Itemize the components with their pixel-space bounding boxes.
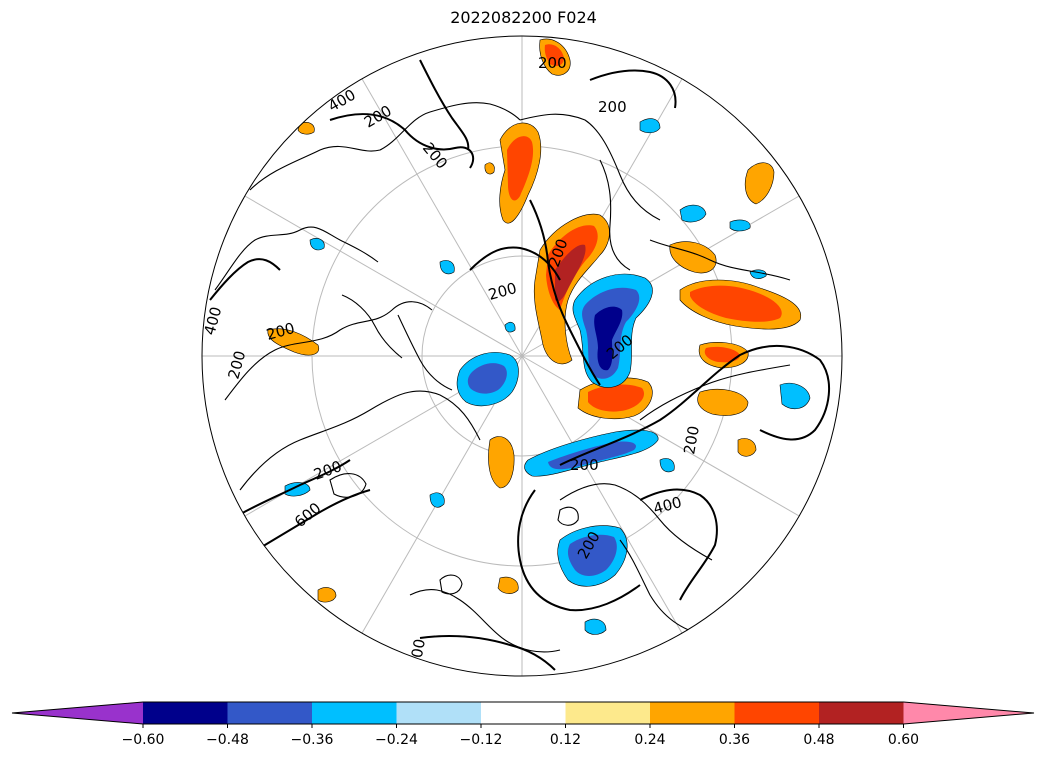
- contour-line: [589, 69, 677, 109]
- map-boundary: [201, 35, 843, 677]
- negative-anomaly-area: [567, 534, 617, 576]
- meridian-line: [521, 355, 814, 525]
- positive-anomaly-area: [484, 162, 495, 175]
- map-content: 400 200 200 200 200 200 400 200 200 200 …: [200, 36, 842, 676]
- colorbar-tick-label: 0.48: [803, 732, 834, 748]
- contour-label: 200: [570, 456, 599, 474]
- positive-anomaly-area: [690, 285, 782, 322]
- colorbar-extend-min: [12, 702, 143, 724]
- negative-anomaly-area: [584, 618, 607, 635]
- coastlines: [214, 102, 791, 653]
- coastline: [409, 589, 561, 653]
- coastline: [519, 113, 661, 221]
- positive-anomaly-area: [497, 576, 519, 594]
- positive-anomaly-area: [744, 162, 775, 205]
- coastline: [224, 301, 433, 401]
- colorbar-segment: [481, 702, 566, 724]
- colorbar-segment: [396, 702, 482, 724]
- colorbar-tick-label: −0.48: [206, 732, 249, 748]
- colorbar-segment: [565, 702, 651, 724]
- colorbar-segment: [819, 702, 904, 724]
- positive-anomaly-area: [267, 328, 320, 356]
- negative-anomaly-area: [439, 260, 455, 275]
- coastline: [599, 159, 631, 271]
- positive-anomaly-area: [544, 44, 564, 66]
- colorbar-tick-label: −0.12: [460, 732, 503, 748]
- meridian-line: [521, 187, 814, 357]
- contour-label: 400: [200, 305, 225, 337]
- negative-anomaly-area: [284, 482, 311, 497]
- coastline: [249, 102, 521, 191]
- positive-anomaly-area: [507, 136, 534, 201]
- coastline: [559, 483, 713, 561]
- colorbar-tick-label: 0.60: [888, 732, 919, 748]
- colorbar-extend-max: [903, 702, 1034, 724]
- contour-line: [419, 59, 470, 151]
- coastline: [397, 314, 453, 391]
- meridian-line: [230, 187, 523, 357]
- meridian-line: [521, 355, 691, 648]
- graticule: [202, 36, 842, 676]
- positive-anomaly-area: [317, 587, 337, 603]
- positive-anomaly-area: [704, 346, 740, 363]
- colorbar-segment: [143, 702, 228, 724]
- contour-label: 200: [406, 637, 429, 668]
- colorbar-segment: [650, 702, 735, 724]
- contour-line: [559, 344, 831, 466]
- contour-line: [529, 199, 601, 386]
- contour-line: [517, 489, 641, 612]
- negative-anomaly-area: [639, 118, 661, 134]
- positive-anomaly-area: [737, 438, 757, 457]
- coastline: [329, 473, 367, 498]
- coastline: [619, 539, 706, 636]
- negative-anomaly-area: [594, 306, 623, 371]
- colorbar-tick-label: −0.24: [375, 732, 418, 748]
- colorbar-tick-label: −0.60: [122, 732, 165, 748]
- coastline: [439, 574, 463, 595]
- colorbar-tick-label: 0.24: [634, 732, 665, 748]
- meridian-line: [353, 64, 523, 357]
- negative-anomaly-area: [659, 458, 675, 473]
- contour-line: [419, 635, 556, 671]
- coastline: [639, 364, 791, 421]
- positive-anomaly-area: [297, 122, 315, 135]
- coastline: [214, 226, 379, 291]
- negative-anomaly-area: [729, 219, 751, 232]
- colorbar-tick-label: −0.36: [291, 732, 334, 748]
- colorbar-segment: [312, 702, 397, 724]
- coastline: [649, 239, 791, 281]
- contour-line: [229, 459, 351, 521]
- negative-anomaly-area: [548, 441, 636, 470]
- colorbar-segment: [734, 702, 820, 724]
- positive-anomaly-area: [488, 436, 515, 489]
- coastline: [341, 294, 403, 359]
- contour-label: 200: [538, 54, 567, 72]
- colorbar: −0.60 −0.48 −0.36 −0.24 −0.12 0.12 0.24 0.36 0.4…: [11, 701, 1035, 748]
- negative-anomaly-area: [504, 321, 516, 333]
- negative-anomaly-area: [779, 382, 811, 410]
- negative-anomaly-area: [309, 238, 325, 251]
- positive-anomaly-area: [588, 384, 645, 412]
- contour-line: [209, 258, 281, 301]
- map-title: 2022082200 F024: [450, 8, 597, 27]
- colorbar-tick-label: 0.12: [550, 732, 581, 748]
- negative-anomaly-area: [429, 492, 445, 508]
- contour-line: [329, 113, 475, 169]
- colorbar-segment: [227, 702, 313, 724]
- negative-anomaly-area: [679, 204, 707, 223]
- colorbar-tick-label: 0.36: [719, 732, 750, 748]
- positive-anomaly-area: [697, 389, 749, 416]
- coastline: [557, 506, 579, 526]
- coastline: [239, 390, 481, 491]
- contour-label: 200: [598, 98, 627, 116]
- positive-anomaly-area: [555, 244, 586, 302]
- negative-anomaly-area: [467, 363, 507, 394]
- contour-line: [639, 488, 718, 601]
- contour-label: 200: [680, 424, 703, 455]
- filled-contours: [267, 38, 811, 635]
- contour-line: [469, 246, 561, 281]
